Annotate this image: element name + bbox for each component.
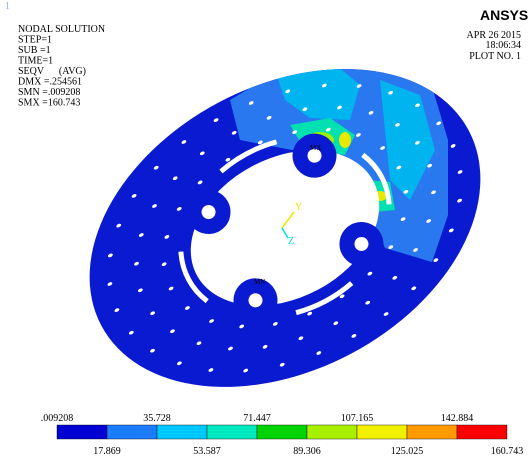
logo: ANSYS: [480, 7, 528, 23]
legend-label: 89.306: [293, 446, 321, 457]
legend-swatch: [407, 425, 457, 439]
legend-label: .009208: [41, 413, 74, 424]
legend-label: 107.165: [341, 413, 374, 424]
legend-label: 17.869: [93, 446, 121, 457]
y-label: Y: [295, 202, 302, 213]
header-line: SMN =.009208: [18, 87, 80, 98]
legend-swatch: [307, 425, 357, 439]
legend-label: 160.743: [491, 446, 524, 457]
header-line: SMX =160.743: [18, 98, 80, 109]
legend-swatch: [157, 425, 207, 439]
legend-swatch: [57, 425, 107, 439]
legend-label: 35.728: [143, 413, 171, 424]
screen: 1 NODAL SOLUTIONSTEP=1SUB =1TIME=1SEQV (…: [0, 0, 531, 457]
window-number: 1: [5, 1, 10, 12]
z-label: Z: [288, 236, 294, 247]
legend-swatch: [357, 425, 407, 439]
time: 18:06:34: [485, 40, 521, 51]
legend-label: 125.025: [391, 446, 424, 457]
legend-swatch: [207, 425, 257, 439]
legend-label: 53.587: [193, 446, 221, 457]
plot-number: PLOT NO. 1: [469, 51, 521, 62]
header-line: DMX =.254561: [18, 77, 82, 88]
header-line: TIME=1: [18, 56, 53, 67]
contour-peak: [339, 132, 351, 148]
header-line: SUB =1: [18, 45, 51, 56]
legend-label: 142.884: [441, 413, 474, 424]
legend-swatch: [107, 425, 157, 439]
x-label: X: [266, 212, 274, 223]
legend-swatch: [257, 425, 307, 439]
legend-swatch: [457, 425, 507, 439]
header-line: STEP=1: [18, 35, 52, 46]
max-marker: MX: [310, 144, 321, 152]
min-marker: MN: [254, 278, 265, 286]
header-line: NODAL SOLUTION: [18, 24, 105, 35]
legend-label: 71.447: [243, 413, 271, 424]
header-line: SEQV (AVG): [18, 66, 86, 77]
